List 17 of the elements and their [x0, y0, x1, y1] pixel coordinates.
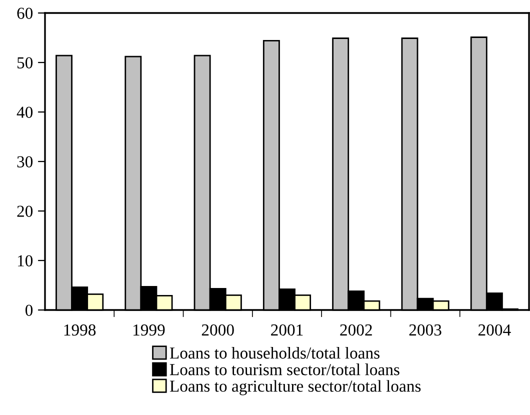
y-tick-label: 10 [18, 255, 33, 266]
legend-label: Loans to agriculture sector/total loans [170, 380, 421, 396]
y-tick-label: 60 [17, 8, 33, 19]
legend-label: Loans to tourism sector/total loans [170, 364, 400, 376]
x-tick-label: 2001 [271, 324, 303, 336]
y-tick-label: 50 [17, 57, 33, 68]
legend-label: Loans to households/total loans [170, 346, 380, 359]
x-tick-label: 2003 [409, 324, 442, 336]
x-tick-label: 1999 [134, 324, 165, 336]
x-tick-label: 2002 [340, 324, 372, 336]
y-tick-label: 40 [16, 106, 33, 118]
y-tick-label: 30 [17, 156, 33, 168]
x-tick-label: 2000 [202, 324, 234, 336]
x-tick-label: 1998 [64, 324, 96, 336]
y-tick-label: 0 [25, 304, 33, 316]
x-tick-label: 2004 [478, 324, 511, 336]
y-tick-label: 20 [17, 206, 33, 217]
